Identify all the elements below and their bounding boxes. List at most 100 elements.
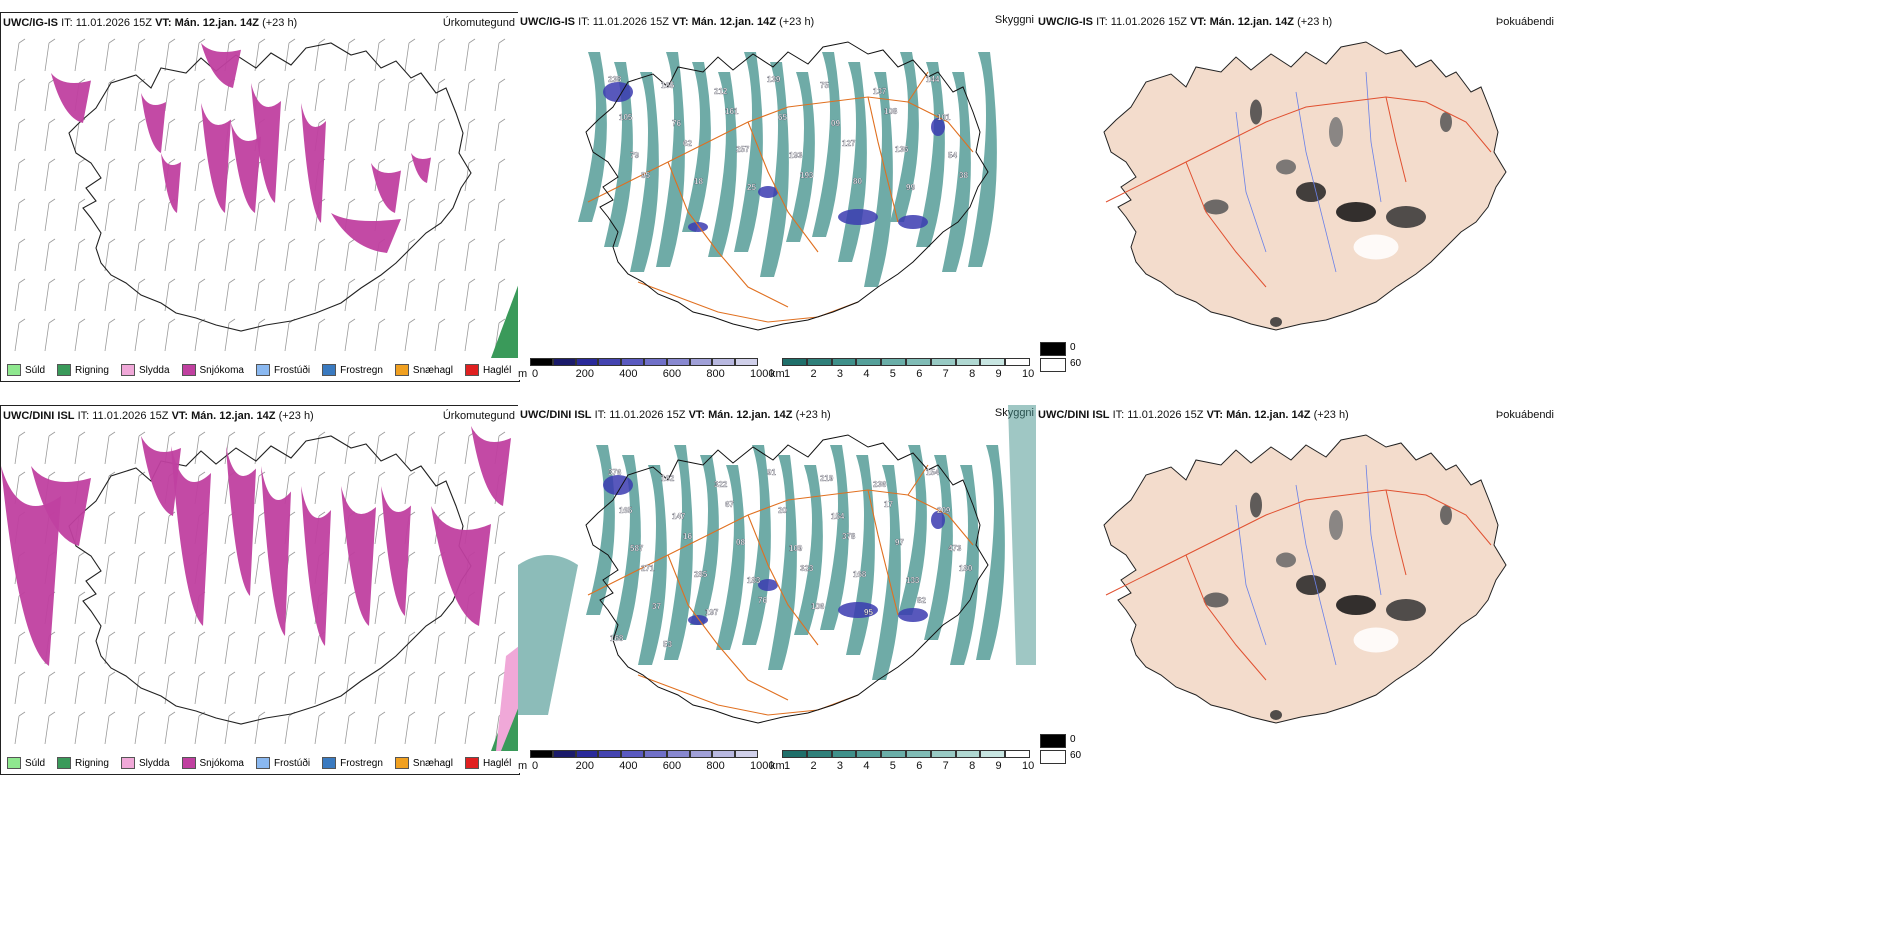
legend-label: Snæhagl bbox=[412, 757, 453, 769]
colorbar-segment bbox=[831, 750, 857, 758]
precip-legend: Súld Rigning Slydda Snjókoma Frostúði Frostre… bbox=[1, 359, 512, 381]
road-network bbox=[1105, 489, 1492, 681]
visibility-label: 144 bbox=[926, 75, 940, 84]
road-network bbox=[1105, 96, 1492, 288]
legend-swatch bbox=[464, 364, 479, 376]
legend-swatch bbox=[255, 757, 270, 769]
colorbar-segment bbox=[666, 358, 690, 366]
visibility-label: 37 bbox=[652, 602, 661, 611]
legend-swatch bbox=[464, 757, 479, 769]
low-visibility-band bbox=[794, 465, 823, 635]
rain-area bbox=[501, 706, 519, 751]
snow-area bbox=[51, 73, 91, 123]
colorbar-unit: m bbox=[518, 368, 528, 380]
river-network bbox=[1235, 464, 1382, 666]
legend-item: Snjókoma bbox=[181, 364, 244, 376]
low-visibility-band bbox=[1008, 405, 1036, 665]
visibility-label: 109 bbox=[789, 544, 803, 553]
visibility-label: 271 bbox=[641, 564, 655, 573]
colorbar-segment bbox=[980, 358, 1006, 366]
legend-item: Slydda bbox=[120, 757, 170, 769]
colorbar-segment bbox=[930, 750, 956, 758]
visibility-label: 193 bbox=[800, 171, 814, 180]
colorbar-tick: 600 bbox=[662, 760, 682, 772]
fog-panel-top: UWC/IG-IS IT: 11.01.2026 15Z VT: Mán. 12… bbox=[1036, 12, 1556, 380]
legend-label: Súld bbox=[25, 364, 46, 376]
snow-area bbox=[471, 426, 511, 506]
panel-header: UWC/IG-IS IT: 11.01.2026 15Z VT: Mán. 12… bbox=[520, 16, 815, 28]
visibility-label: 168 bbox=[853, 570, 867, 579]
colorbar-segment bbox=[1005, 358, 1030, 366]
low-visibility-band bbox=[734, 52, 763, 252]
colorbar-segment bbox=[552, 750, 576, 758]
fog-legend-bottom: 0 60 bbox=[1036, 730, 1086, 770]
visibility-label: 108 bbox=[884, 107, 898, 116]
legend-item: Snæhagl bbox=[394, 757, 453, 769]
colorbar-segment bbox=[735, 750, 758, 758]
legend-item: Frostregn bbox=[322, 364, 383, 376]
colorbar-tick: 1 bbox=[784, 760, 791, 772]
colorbar-tick: 200 bbox=[575, 760, 594, 772]
visibility-label: 95 bbox=[864, 608, 873, 617]
legend-swatch bbox=[322, 364, 337, 376]
precip-type-panel-top: UWC/IG-IS IT: 11.01.2026 15Z VT: Mán. 12… bbox=[0, 12, 520, 382]
colorbar-unit: m bbox=[518, 760, 528, 772]
colorbar-tick: 800 bbox=[706, 760, 725, 772]
panel-title: Þokuábendi bbox=[1495, 16, 1554, 28]
visibility-map: 238 165 212 139 75 137 144 105 76 161 65 09 108 101 79… bbox=[578, 41, 997, 331]
colorbar-segment bbox=[598, 750, 622, 758]
legend-swatch bbox=[181, 364, 196, 376]
colorbar-segment bbox=[689, 358, 713, 366]
snow-area bbox=[261, 466, 291, 636]
low-visibility-band bbox=[890, 52, 919, 222]
visibility-panel-bottom: UWC/DINI ISL IT: 11.01.2026 15Z VT: Mán.… bbox=[518, 405, 1036, 773]
legend-swatch bbox=[394, 364, 409, 376]
legend-label: Snjókoma bbox=[199, 757, 244, 769]
low-visibility-band bbox=[924, 455, 953, 640]
panel-header: UWC/IG-IS IT: 11.01.2026 15Z VT: Mán. 12… bbox=[1038, 16, 1333, 28]
fog-legend-swatch bbox=[1040, 358, 1066, 372]
visibility-label: 147 bbox=[672, 512, 686, 521]
visibility-label: 101 bbox=[937, 113, 951, 122]
low-visibility-band bbox=[604, 62, 633, 247]
snow-area bbox=[331, 213, 401, 253]
snow-area bbox=[301, 103, 326, 223]
fog-legend-label: 0 bbox=[1070, 734, 1076, 745]
visibility-label: 76 bbox=[672, 119, 681, 128]
legend-item: Snæhagl bbox=[394, 364, 453, 376]
colorbar-segment bbox=[906, 358, 931, 366]
snow-area bbox=[201, 103, 231, 213]
colorbar-tick: 0 bbox=[532, 760, 539, 772]
colorbar-tick: 400 bbox=[619, 368, 638, 380]
snow-area bbox=[171, 446, 211, 626]
visibility-label: 154 bbox=[926, 468, 940, 477]
low-visibility-band bbox=[898, 445, 927, 615]
fog-legend-label: 60 bbox=[1070, 750, 1082, 761]
snow-area bbox=[371, 163, 401, 213]
visibility-label: 139 bbox=[767, 75, 781, 84]
colorbar-segment bbox=[575, 750, 599, 758]
legend-label: Haglél bbox=[482, 757, 512, 769]
fog-legend-label: 0 bbox=[1070, 342, 1076, 353]
visibility-label: 54 bbox=[948, 151, 957, 160]
low-visibility-band bbox=[630, 72, 659, 272]
legend-item: Rigning bbox=[57, 364, 109, 376]
legend-item: Súld bbox=[7, 757, 45, 769]
legend-swatch bbox=[120, 364, 135, 376]
visibility-map: 376 162 322 91 219 236 154 165 147 67 20 154 17 209 58… bbox=[518, 405, 1036, 724]
colorbar-tick: 7 bbox=[942, 760, 949, 772]
colorbar-segment bbox=[856, 750, 882, 758]
visibility-label: 183 bbox=[747, 576, 761, 585]
colorbar-tick: 600 bbox=[662, 368, 682, 380]
visibility-label: 133 bbox=[906, 576, 920, 585]
legend-swatch bbox=[57, 364, 72, 376]
low-visibility-band bbox=[786, 72, 815, 242]
visibility-label: 08 bbox=[736, 538, 745, 547]
colorbar-tick: 4 bbox=[863, 760, 870, 772]
low-visibility-band bbox=[846, 455, 875, 655]
visibility-label: 180 bbox=[959, 564, 973, 573]
fog-panel-bottom: UWC/DINI ISL IT: 11.01.2026 15Z VT: Mán.… bbox=[1036, 405, 1556, 773]
legend-label: Frostúði bbox=[273, 364, 311, 376]
rain-area bbox=[491, 283, 519, 358]
visibility-label: 99 bbox=[906, 183, 915, 192]
